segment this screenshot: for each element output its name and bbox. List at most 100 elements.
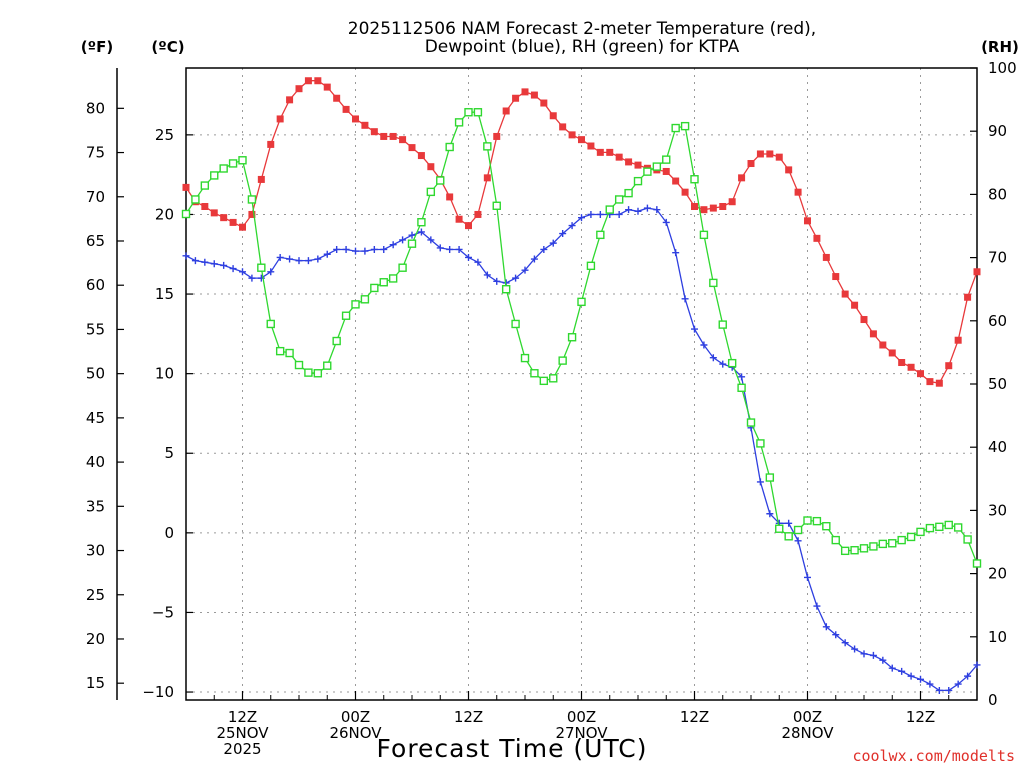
temperature-point <box>954 336 962 344</box>
rh-point <box>238 156 247 165</box>
dewpoint-point <box>681 295 689 303</box>
chart-title: 2025112506 NAM Forecast 2-meter Temperat… <box>348 19 816 57</box>
temperature-point <box>917 370 924 378</box>
dewpoint-point <box>625 206 633 214</box>
temperature-point <box>568 131 576 139</box>
temperature-point <box>785 166 793 174</box>
dewpoint-point <box>700 341 708 349</box>
rh-point <box>737 383 746 392</box>
dewpoint-point <box>926 680 934 688</box>
x-tick-label: 25NOV <box>216 724 269 742</box>
rh-point <box>840 546 850 556</box>
rh-point <box>379 278 388 287</box>
dewpoint-point <box>389 241 397 249</box>
dewpoint-point <box>898 667 906 675</box>
fahrenheit-tick-label: 45 <box>86 409 105 427</box>
temperature-point <box>417 152 425 160</box>
x-tick-label: 2025 <box>223 740 261 758</box>
temperature-point <box>898 359 906 367</box>
dewpoint-point <box>333 245 341 253</box>
temperature-point <box>691 202 698 210</box>
rh-point <box>539 376 549 386</box>
x-tick-label: 27NOV <box>555 724 608 742</box>
temperature-point <box>267 140 275 148</box>
rh-point <box>407 239 417 248</box>
temperature-point <box>625 158 633 166</box>
dewpoint-point <box>399 236 407 244</box>
dewpoint-point <box>512 274 520 282</box>
celsius-tick-label: 25 <box>155 126 174 144</box>
fahrenheit-tick-label: 35 <box>86 497 105 515</box>
dewpoint-point <box>493 277 501 285</box>
rh-point <box>275 346 285 356</box>
temperature-point <box>813 234 821 242</box>
rh-point <box>586 261 596 271</box>
temperature-point <box>333 94 341 102</box>
rh-point <box>690 175 699 184</box>
celsius-tick-label: −5 <box>152 603 174 621</box>
dewpoint-point <box>662 218 670 226</box>
rh-point <box>662 155 671 164</box>
rh-point <box>577 297 586 307</box>
x-axis-title: Forecast Time (UTC) <box>377 734 648 763</box>
celsius-tick-label: 0 <box>164 524 174 542</box>
x-tick-label: 26NOV <box>329 724 382 742</box>
dewpoint-point <box>851 645 859 653</box>
fahrenheit-tick-label: 70 <box>86 188 105 206</box>
rh-point <box>219 164 228 173</box>
dewpoint-point <box>822 623 830 631</box>
rh-point <box>944 520 953 530</box>
data-series <box>181 77 982 694</box>
temperature-point <box>728 198 736 206</box>
rh-point <box>906 532 916 542</box>
x-tick-label: 12Z <box>228 708 257 726</box>
rh-point <box>869 542 878 551</box>
temperature-point <box>389 132 397 140</box>
grid-lines <box>186 68 977 700</box>
temperature-point <box>455 215 463 223</box>
dewpoint-point <box>888 664 896 672</box>
dewpoint-point <box>455 245 463 253</box>
dewpoint-point <box>738 373 746 381</box>
temperature-point <box>634 161 642 169</box>
rh-point <box>454 118 464 127</box>
rh-point <box>953 523 963 532</box>
rh-point <box>765 473 775 482</box>
temperature-point <box>512 94 520 102</box>
fahrenheit-tick-label: 65 <box>86 232 105 250</box>
rh-point <box>963 535 972 544</box>
dewpoint-point <box>267 268 275 276</box>
title-line: Dewpoint (blue), RH (green) for KTPA <box>425 37 740 57</box>
dewpoint-point <box>964 672 972 680</box>
rh-point <box>501 285 511 294</box>
dewpoint-point <box>314 255 322 263</box>
dewpoint-point <box>540 245 548 253</box>
temperature-point <box>182 183 190 191</box>
rh-tick-label: 90 <box>988 122 1007 140</box>
fahrenheit-tick-label: 30 <box>86 542 105 560</box>
rh-point <box>972 559 982 568</box>
rh-point <box>266 319 275 329</box>
dewpoint-point <box>408 231 416 239</box>
rh-point <box>473 108 483 117</box>
rh-point <box>925 523 935 533</box>
celsius-tick-label: 20 <box>155 205 174 223</box>
temperature-point <box>210 209 218 217</box>
celsius-tick-label: −10 <box>142 683 174 701</box>
fahrenheit-tick-label: 15 <box>86 674 105 692</box>
temperature-point <box>587 142 595 150</box>
temperature-point <box>465 222 472 230</box>
rh-point <box>294 360 304 370</box>
rh-point <box>370 283 379 293</box>
temperature-point <box>229 218 237 226</box>
temperature-point <box>559 123 567 131</box>
temperature-point <box>756 150 764 158</box>
temperature-point <box>248 210 256 218</box>
axis-ticks: 15 20 25 30 35 40 45 50 55 60 65 70 75 80 −10 −5 0 5 10 15 2… <box>86 59 1017 709</box>
dewpoint-point <box>954 680 962 688</box>
fahrenheit-tick-label: 20 <box>86 630 105 648</box>
rh-point <box>520 353 530 363</box>
temperature-point <box>907 363 915 371</box>
temperature-point <box>540 99 548 107</box>
dewpoint-point <box>427 236 435 244</box>
